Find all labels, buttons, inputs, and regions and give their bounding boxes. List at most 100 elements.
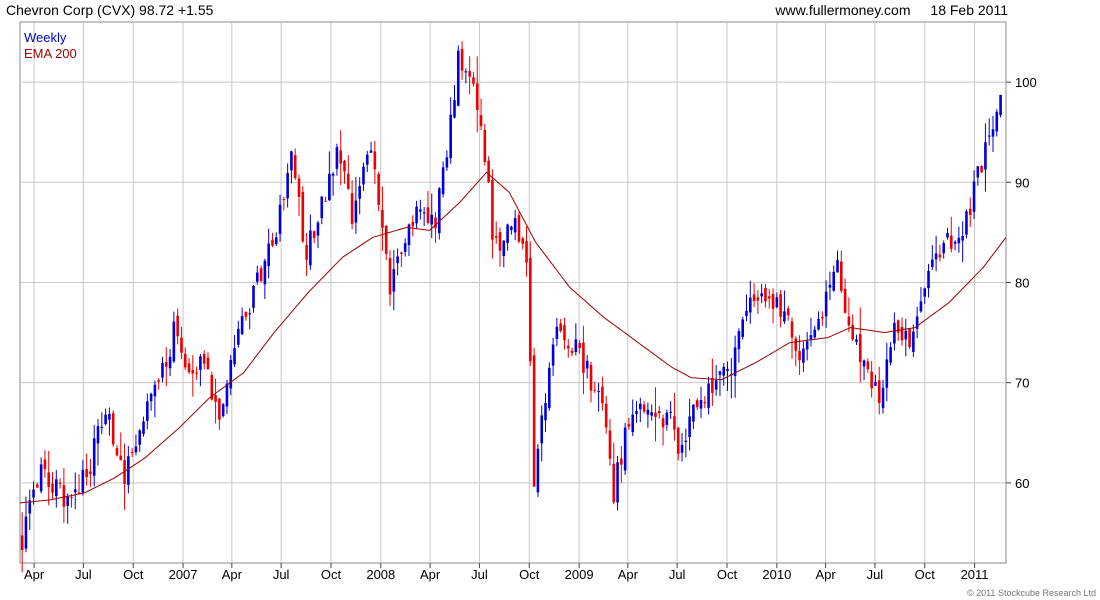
candle-body (851, 325, 854, 340)
candle-body (119, 455, 123, 461)
candle-body (805, 341, 809, 350)
candle-body (172, 321, 176, 362)
candle-body (604, 403, 608, 428)
x-tick-label: Apr (815, 567, 836, 582)
candle-body (255, 272, 259, 282)
candle-body (559, 323, 562, 331)
candle-body (324, 200, 327, 202)
candle-body (900, 326, 904, 341)
candle-body (627, 424, 631, 427)
candle-body (202, 353, 206, 364)
candle-body (991, 129, 995, 137)
candle-body (589, 364, 593, 391)
candle-body (813, 329, 817, 338)
candle-body (870, 371, 873, 389)
candle-body (164, 362, 168, 367)
candle-body (43, 459, 47, 470)
candle-body (195, 372, 198, 374)
candle-body (39, 464, 43, 492)
candle-body (438, 188, 441, 234)
candle-body (487, 160, 490, 183)
candle-body (862, 360, 866, 367)
candle-body (786, 308, 790, 316)
candle-body (654, 412, 657, 417)
candle-body (221, 404, 225, 417)
candle-body (161, 362, 164, 378)
x-tick-label: Jul (75, 567, 92, 582)
candle-body (620, 458, 623, 465)
x-tick-label: 2010 (762, 567, 791, 582)
candle-body (225, 383, 229, 407)
candle-body (312, 231, 316, 239)
candle-body (123, 460, 126, 484)
candle-body (445, 157, 449, 168)
candle-body (972, 181, 976, 212)
candle-body (214, 395, 217, 402)
candle-body (339, 150, 343, 164)
candle-body (639, 403, 642, 410)
candle-body (85, 469, 88, 478)
candle-body (130, 452, 134, 454)
candle-body (737, 331, 741, 350)
candle-body (127, 456, 130, 485)
candle-body (73, 489, 77, 493)
candle-body (547, 367, 551, 409)
copyright-notice: © 2011 Stockcube Research Ltd (966, 588, 1096, 598)
candle-body (752, 294, 756, 302)
candle-body (521, 238, 525, 244)
candle-body (874, 381, 877, 386)
candle-body (593, 389, 597, 391)
candle-body (187, 363, 191, 373)
candle-body (733, 347, 737, 376)
candle-body (843, 288, 847, 313)
candle-body (301, 191, 305, 242)
candle-body (32, 489, 35, 498)
candle-body (699, 399, 703, 409)
candle-body (92, 438, 96, 476)
candle-body (529, 257, 532, 362)
candle-body (961, 235, 964, 241)
candle-body (764, 287, 767, 302)
candle-body (968, 208, 972, 215)
candle-body (855, 339, 858, 342)
candle-body (953, 241, 957, 244)
candle-body (248, 313, 252, 315)
candle-body (51, 483, 54, 493)
candle-body (904, 330, 908, 340)
candle-body (582, 342, 585, 373)
candle-body (157, 380, 160, 382)
candle-body (597, 390, 600, 392)
candle-body (711, 377, 714, 393)
candle-body (472, 77, 475, 84)
candle-body (70, 497, 73, 499)
candle-body (491, 179, 494, 240)
candle-body (987, 135, 991, 137)
candle-body (373, 151, 377, 170)
candle-body (858, 334, 862, 363)
candle-body (915, 316, 919, 329)
candle-body (502, 240, 506, 257)
candle-body (441, 167, 445, 195)
candle-body (293, 154, 297, 179)
x-tick-label: Apr (618, 567, 639, 582)
ema-200-line (19, 171, 1007, 504)
x-tick-label: 2007 (169, 567, 198, 582)
candle-body (544, 403, 547, 421)
x-tick-label: Oct (123, 567, 144, 582)
candle-body (494, 236, 498, 238)
candle-body (168, 356, 172, 369)
candle-body (676, 427, 680, 454)
candle-body (434, 217, 437, 229)
candle-body (460, 48, 464, 71)
y-tick-label: 60 (1015, 476, 1029, 491)
candle-body (957, 237, 961, 244)
candle-body (817, 318, 820, 330)
x-tick-label: Jul (867, 567, 884, 582)
candle-body (396, 256, 399, 264)
candle-body (388, 258, 392, 295)
candle-body (889, 347, 892, 363)
candle-body (684, 440, 688, 443)
site-url[interactable]: www.fullermoney.com (775, 2, 911, 18)
candle-body (347, 173, 350, 189)
candle-body (578, 343, 581, 349)
